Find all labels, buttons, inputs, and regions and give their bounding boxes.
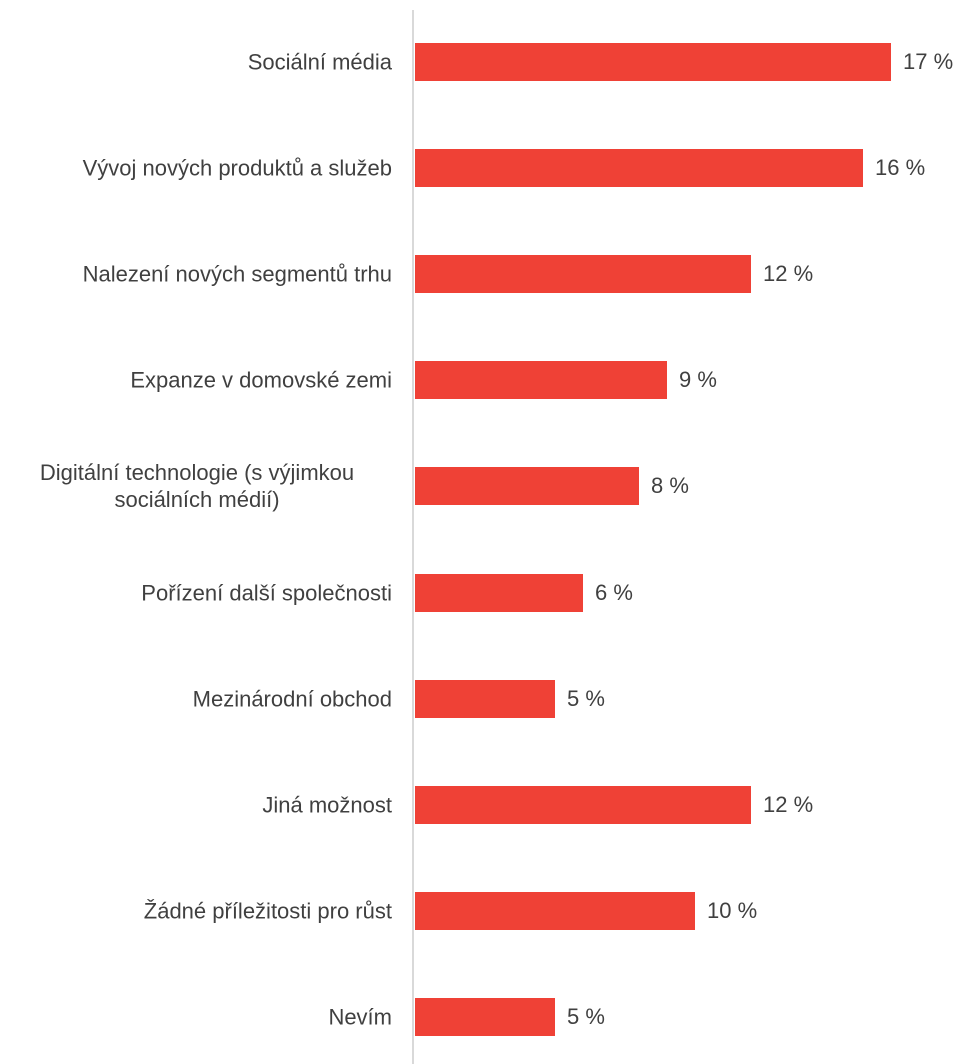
- value-label: 8 %: [651, 473, 689, 499]
- category-label: Expanze v domovské zemi: [130, 367, 392, 393]
- value-label: 12 %: [763, 261, 814, 287]
- value-label: 9 %: [679, 367, 717, 393]
- category-label: Mezinárodní obchod: [192, 686, 392, 712]
- value-label: 17 %: [903, 49, 954, 74]
- category-label: Nevím: [328, 1004, 392, 1030]
- category-label-box: Mezinárodní obchod: [193, 685, 392, 712]
- category-label-box: Sociální média: [248, 49, 392, 76]
- category-label: Nalezení nových segmentů trhu: [82, 261, 392, 287]
- category-label-box: Digitální technologie (s výjimkou sociál…: [2, 459, 392, 513]
- bar: [415, 361, 667, 400]
- value-label: 6 %: [595, 579, 633, 605]
- value-label: 10 %: [707, 897, 758, 923]
- bar: [415, 149, 863, 188]
- bar: [415, 573, 583, 612]
- category-label-box: Vývoj nových produktů a služeb: [83, 155, 392, 182]
- category-label: Digitální technologie (s výjimkou sociál…: [39, 460, 355, 513]
- category-label-box: Jiná možnost: [262, 791, 392, 818]
- value-label: 16 %: [875, 155, 926, 181]
- category-label-box: Žádné příležitosti pro růst: [144, 897, 392, 924]
- bar: [415, 467, 639, 506]
- category-label-box: Expanze v domovské zemi: [130, 367, 392, 394]
- category-label: Jiná možnost: [262, 792, 392, 818]
- category-axis: [412, 10, 414, 1064]
- value-label: 5 %: [567, 1003, 605, 1029]
- value-label: 5 %: [567, 685, 605, 711]
- category-label: Žádné příležitosti pro růst: [143, 898, 392, 924]
- category-label: Sociální média: [247, 49, 392, 75]
- bar: [415, 997, 555, 1036]
- category-label: Vývoj nových produktů a služeb: [82, 155, 392, 181]
- category-label-box: Nevím: [328, 1003, 392, 1030]
- bar: [415, 43, 891, 81]
- value-label: 12 %: [763, 791, 814, 817]
- category-label: Pořízení další společnosti: [141, 580, 392, 605]
- category-label-box: Nalezení nových segmentů trhu: [83, 261, 392, 288]
- bar: [415, 891, 695, 930]
- bar: [415, 679, 555, 718]
- category-label-box: Pořízení další společnosti: [141, 579, 392, 606]
- bar: [415, 255, 751, 294]
- bar: [415, 785, 751, 824]
